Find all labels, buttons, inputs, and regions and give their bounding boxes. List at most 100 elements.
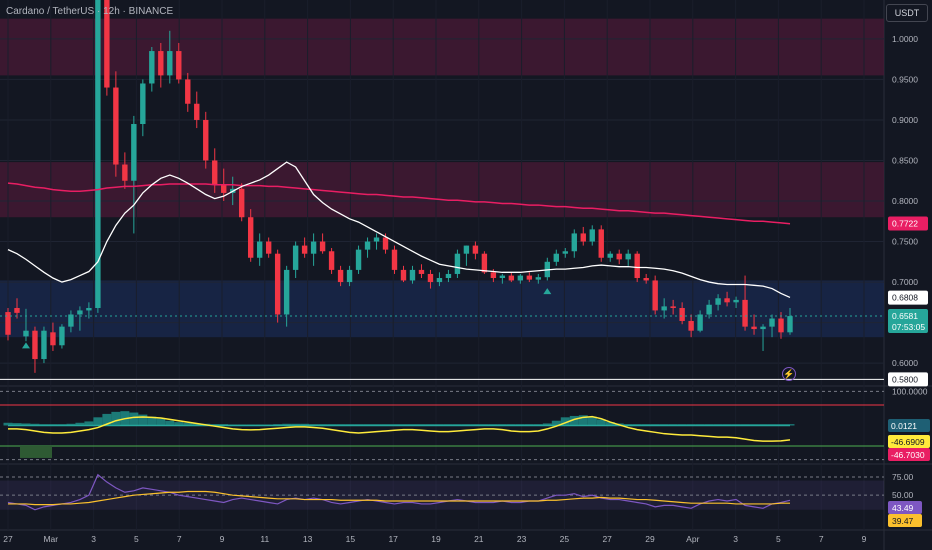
candle bbox=[571, 233, 577, 252]
candle bbox=[203, 119, 209, 161]
x-tick-label: 11 bbox=[260, 534, 269, 544]
signal-marker bbox=[543, 288, 552, 295]
lightning-bolt-icon[interactable]: ⚡ bbox=[782, 367, 796, 381]
candle bbox=[715, 298, 721, 305]
x-tick-label: 7 bbox=[177, 534, 182, 544]
last-price-label: 0.6581 bbox=[892, 311, 918, 321]
candle bbox=[212, 160, 218, 185]
y-tick-label: 0.9500 bbox=[892, 74, 918, 84]
candle bbox=[391, 249, 398, 270]
candle bbox=[292, 245, 299, 270]
candle bbox=[194, 103, 200, 120]
candle bbox=[140, 83, 146, 125]
candle bbox=[176, 51, 182, 80]
candle bbox=[517, 275, 524, 281]
candle bbox=[751, 326, 757, 330]
candle bbox=[301, 245, 308, 254]
osc-signal-label-bg bbox=[888, 435, 930, 448]
x-tick-label: 17 bbox=[388, 534, 398, 544]
y-tick-label: 0.8500 bbox=[892, 155, 918, 165]
currency-button[interactable]: USDT bbox=[886, 4, 928, 22]
x-tick-label: 3 bbox=[91, 534, 96, 544]
candle bbox=[787, 316, 793, 333]
rsi-ma-line bbox=[8, 490, 790, 506]
candle bbox=[652, 280, 658, 311]
candle bbox=[41, 330, 47, 360]
candle bbox=[59, 326, 65, 346]
x-tick-label: 9 bbox=[220, 534, 225, 544]
candle bbox=[661, 306, 667, 311]
x-tick-label: Apr bbox=[686, 534, 699, 544]
candle bbox=[589, 229, 595, 242]
rsi-ma-label-bg bbox=[888, 514, 922, 527]
osc-histogram-bar bbox=[102, 413, 112, 426]
candle bbox=[247, 217, 254, 258]
candle bbox=[149, 51, 155, 84]
candle bbox=[724, 298, 730, 303]
candle bbox=[364, 241, 371, 250]
osc-oversold-block bbox=[20, 445, 52, 458]
osc-histogram-bar bbox=[551, 420, 561, 426]
candle bbox=[616, 253, 622, 260]
osc-histogram-bar bbox=[605, 422, 615, 426]
candle bbox=[490, 272, 497, 279]
x-tick-label: 27 bbox=[602, 534, 612, 544]
candle bbox=[643, 278, 649, 281]
level-price-label: 0.5800 bbox=[892, 374, 918, 384]
candle bbox=[400, 269, 407, 281]
last-price-label-bg bbox=[888, 309, 928, 334]
candle bbox=[697, 314, 703, 331]
candle bbox=[104, 0, 110, 88]
rsi-tick-label: 50.00 bbox=[892, 490, 914, 500]
candle bbox=[481, 253, 488, 273]
osc-histogram-bar bbox=[156, 418, 166, 426]
candle bbox=[373, 237, 380, 242]
rsi-line bbox=[7, 473, 791, 511]
ma-long-line bbox=[7, 182, 791, 225]
candle bbox=[733, 299, 739, 303]
osc-histogram-bar bbox=[30, 423, 40, 426]
osc-histogram-bar bbox=[66, 423, 76, 426]
candle bbox=[95, 0, 101, 309]
candle bbox=[472, 245, 479, 254]
candle bbox=[427, 273, 434, 283]
osc-line-label: -46.7030 bbox=[891, 450, 925, 460]
y-tick-label: 1.0000 bbox=[892, 34, 918, 44]
x-tick-label: 29 bbox=[645, 534, 655, 544]
x-tick-label: 25 bbox=[560, 534, 570, 544]
candle bbox=[688, 320, 694, 331]
candle bbox=[562, 251, 568, 254]
candle bbox=[679, 308, 685, 321]
osc-histogram-bar bbox=[578, 415, 588, 426]
candle bbox=[283, 269, 290, 315]
osc-histogram-bar bbox=[282, 423, 292, 426]
candle bbox=[553, 253, 559, 262]
x-tick-label: 27 bbox=[3, 534, 13, 544]
osc-histogram-bar bbox=[3, 422, 13, 426]
osc-signal-label: -46.6909 bbox=[891, 437, 925, 447]
osc-histogram-bar bbox=[174, 422, 184, 426]
osc-histogram-bar bbox=[93, 417, 103, 426]
osc-histogram-bar bbox=[587, 416, 597, 426]
y-tick-label: 0.9000 bbox=[892, 115, 918, 125]
x-tick-label: 3 bbox=[733, 534, 738, 544]
y-tick-label: 0.7500 bbox=[892, 237, 918, 247]
osc-histogram-bar bbox=[300, 423, 310, 426]
osc-histogram-bar bbox=[75, 422, 85, 426]
candle bbox=[499, 275, 506, 279]
rsi-tick-label: 75.00 bbox=[892, 472, 914, 482]
osc-histogram-bar bbox=[192, 423, 202, 426]
x-tick-label: 15 bbox=[346, 534, 356, 544]
candle bbox=[68, 314, 74, 327]
candle bbox=[167, 51, 173, 76]
candle bbox=[122, 164, 128, 181]
osc-histogram-bar bbox=[183, 422, 193, 426]
candle bbox=[670, 306, 676, 308]
x-tick-label: Mar bbox=[43, 534, 58, 544]
x-tick-label: 9 bbox=[862, 534, 867, 544]
symbol-title: Cardano / TetherUS · 12h · BINANCE bbox=[6, 6, 174, 17]
candle bbox=[86, 308, 92, 311]
support-zone bbox=[0, 280, 884, 338]
candle bbox=[221, 184, 227, 193]
